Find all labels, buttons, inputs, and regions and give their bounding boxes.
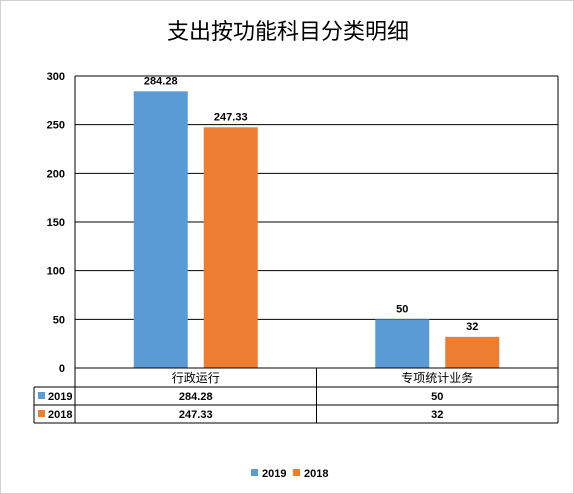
bars: 284.28 247.33 50 32 (133, 75, 500, 369)
data-label: 284.28 (144, 75, 178, 87)
table-series-name: 2018 (48, 409, 72, 421)
table-cell: 284.28 (179, 391, 213, 403)
table-cell: 32 (431, 409, 443, 421)
y-tick-label: 150 (47, 217, 65, 229)
data-table: 行政运行 专项统计业务 2019 284.28 50 2018 247.33 32 (33, 367, 559, 424)
y-tick-label: 50 (53, 314, 65, 326)
data-label: 247.33 (214, 111, 248, 123)
table-series-key (38, 410, 45, 417)
y-tick-label: 100 (47, 266, 65, 278)
table-series-name: 2019 (48, 391, 72, 403)
data-label: 32 (466, 321, 478, 333)
legend-key (251, 469, 258, 476)
bar (375, 319, 430, 368)
x-category-label: 专项统计业务 (401, 370, 473, 385)
bar (203, 127, 258, 368)
legend-label: 2018 (304, 468, 328, 480)
x-category-label: 行政运行 (172, 371, 220, 385)
chart-title: 支出按功能科目分类明细 (167, 20, 409, 45)
y-tick-label: 250 (47, 120, 65, 132)
y-tick-label: 300 (47, 71, 65, 83)
y-axis: 0 50 100 150 200 250 300 (47, 71, 65, 375)
legend: 2019 2018 (251, 468, 328, 480)
data-label: 50 (396, 303, 408, 315)
legend-label: 2019 (262, 468, 286, 480)
table-cell: 247.33 (179, 409, 213, 421)
bar (133, 91, 188, 369)
table-cell: 50 (431, 391, 443, 403)
legend-key (293, 469, 300, 476)
y-tick-label: 200 (47, 168, 65, 180)
bar (445, 336, 500, 368)
y-tick-label: 0 (59, 363, 65, 375)
table-series-key (38, 392, 45, 399)
